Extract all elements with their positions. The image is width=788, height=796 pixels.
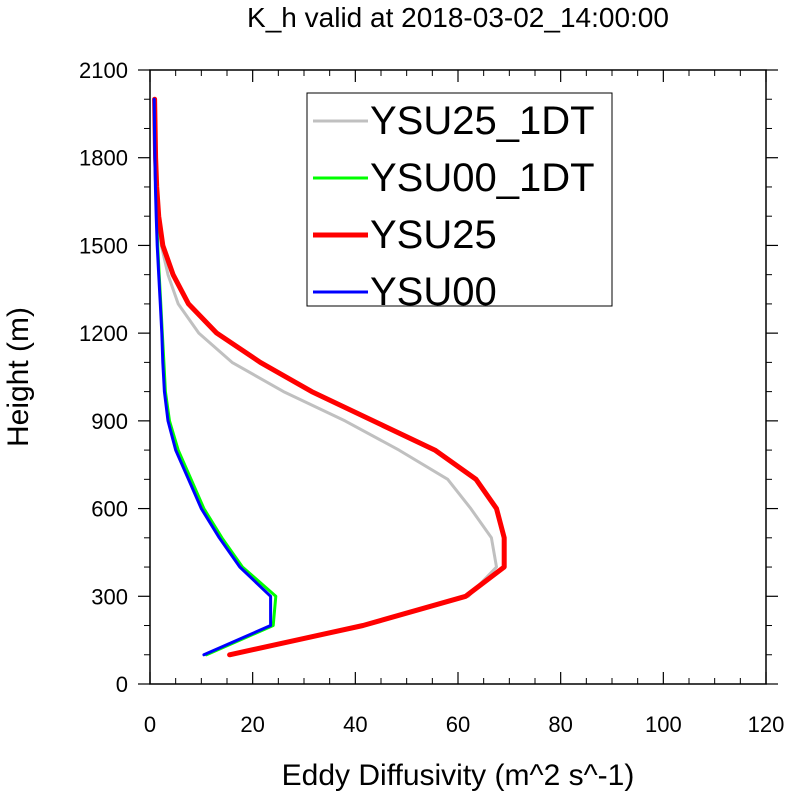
- series-layer: [152, 96, 507, 658]
- x-tick-label: 100: [645, 712, 682, 737]
- x-tick-label: 20: [240, 712, 264, 737]
- x-tick-label: 60: [446, 712, 470, 737]
- y-tick-label: 600: [91, 497, 128, 522]
- legend-label: YSU25_1DT: [370, 99, 595, 143]
- y-tick-label: 1800: [79, 146, 128, 171]
- y-tick-label: 900: [91, 409, 128, 434]
- y-tick-label: 2100: [79, 58, 128, 83]
- chart-title: K_h valid at 2018-03-02_14:00:00: [247, 2, 669, 33]
- x-axis-label: Eddy Diffusivity (m^2 s^-1): [282, 759, 635, 792]
- legend: YSU25_1DT YSU00_1DT YSU25 YSU00: [306, 92, 613, 314]
- x-tick-label: 80: [548, 712, 572, 737]
- legend-label: YSU00_1DT: [370, 156, 595, 200]
- series-line-ysu00: [152, 97, 273, 657]
- y-tick-label: 1500: [79, 233, 128, 258]
- x-tick-label: 0: [144, 712, 156, 737]
- legend-label: YSU25: [370, 213, 497, 257]
- legend-box: [306, 92, 613, 307]
- y-tick-label: 300: [91, 584, 128, 609]
- legend-label: YSU00: [370, 270, 497, 314]
- y-axis-label: Height (m): [2, 307, 35, 447]
- plot-frame: [149, 69, 767, 685]
- axis-ticks: 0 20 40 60 80 100 1200300600900120015001800210…: [79, 58, 784, 737]
- x-tick-label: 120: [748, 712, 785, 737]
- y-tick-label: 1200: [79, 321, 128, 346]
- x-tick-label: 40: [343, 712, 367, 737]
- y-tick-label: 0: [116, 672, 128, 697]
